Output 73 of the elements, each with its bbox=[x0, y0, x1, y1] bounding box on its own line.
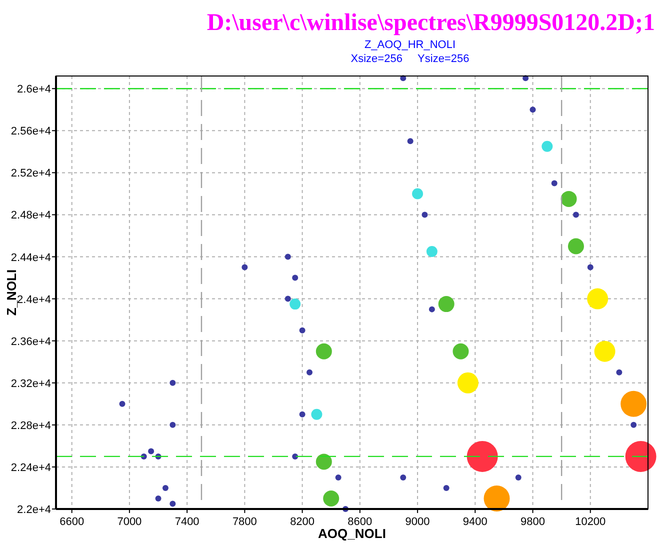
point bbox=[155, 495, 162, 502]
y-tick-label: 2.36e+4 bbox=[10, 336, 51, 348]
y-tick-label: 2.4e+4 bbox=[17, 294, 51, 306]
text: Xsize=256 Ysize=256 bbox=[350, 53, 470, 65]
point bbox=[515, 474, 522, 480]
x-tick-label: 9800 bbox=[520, 516, 546, 528]
chart-title: D:\user\c\winlise\spectres\R9999S0120.2D;1 bbox=[206, 10, 655, 36]
y-tick-label: 2.56e+4 bbox=[10, 126, 51, 138]
point bbox=[620, 390, 647, 417]
y-tick-label: 2.24e+4 bbox=[10, 462, 51, 474]
x-tick-label: 8600 bbox=[348, 516, 372, 528]
point bbox=[311, 408, 322, 420]
point bbox=[443, 484, 450, 491]
point bbox=[299, 411, 306, 418]
point bbox=[335, 474, 342, 480]
point bbox=[594, 340, 616, 362]
y-tick-label: 2.2e+4 bbox=[17, 504, 51, 516]
point bbox=[530, 106, 536, 113]
point bbox=[587, 288, 608, 310]
point bbox=[412, 188, 424, 200]
x-tick-label: 7400 bbox=[174, 516, 200, 528]
point bbox=[407, 138, 414, 144]
y-tick-label: 2.28e+4 bbox=[10, 420, 51, 432]
point bbox=[438, 296, 454, 312]
x-tick-label: 7000 bbox=[117, 516, 142, 528]
point bbox=[484, 485, 510, 512]
point bbox=[452, 343, 469, 360]
y-axis-title: Z_NOLI bbox=[4, 269, 19, 316]
point bbox=[316, 343, 332, 360]
point bbox=[306, 369, 313, 376]
point bbox=[630, 422, 637, 428]
point bbox=[568, 238, 584, 254]
point bbox=[316, 454, 332, 470]
point bbox=[422, 212, 428, 218]
chart-subtitle: Z_AOQ_HR_NOLI bbox=[364, 39, 456, 51]
point bbox=[292, 453, 298, 460]
point bbox=[625, 440, 656, 472]
point bbox=[426, 246, 438, 258]
x-tick-label: 9400 bbox=[462, 516, 488, 528]
x-tick-label: 7800 bbox=[232, 516, 257, 528]
point bbox=[242, 264, 248, 270]
point bbox=[457, 372, 478, 394]
point bbox=[284, 296, 291, 302]
y-tick-label: 2.6e+4 bbox=[17, 84, 51, 96]
point bbox=[299, 327, 306, 334]
point bbox=[162, 484, 168, 491]
point bbox=[323, 490, 340, 506]
x-tick-label: 10200 bbox=[575, 516, 606, 528]
point bbox=[572, 212, 579, 218]
x-tick-label: 6600 bbox=[60, 516, 84, 528]
point bbox=[551, 180, 558, 186]
y-tick-label: 2.32e+4 bbox=[10, 378, 51, 390]
point bbox=[290, 298, 301, 310]
x-tick-label: 8200 bbox=[290, 516, 315, 528]
point bbox=[170, 380, 176, 386]
point bbox=[587, 264, 594, 270]
x-tick-label: 9000 bbox=[405, 516, 430, 528]
point bbox=[466, 440, 498, 472]
point bbox=[148, 448, 154, 454]
point bbox=[560, 190, 577, 207]
point bbox=[428, 306, 435, 312]
point bbox=[292, 274, 298, 281]
x-axis-title: AOQ_NOLI bbox=[318, 526, 386, 541]
point bbox=[170, 422, 176, 428]
y-tick-label: 2.48e+4 bbox=[10, 210, 51, 222]
point bbox=[119, 400, 126, 407]
point bbox=[400, 474, 406, 480]
y-tick-label: 2.44e+4 bbox=[10, 252, 51, 264]
point bbox=[542, 140, 553, 152]
point bbox=[170, 500, 176, 507]
y-tick-label: 2.52e+4 bbox=[10, 168, 51, 180]
point bbox=[616, 369, 622, 376]
point bbox=[284, 254, 291, 260]
